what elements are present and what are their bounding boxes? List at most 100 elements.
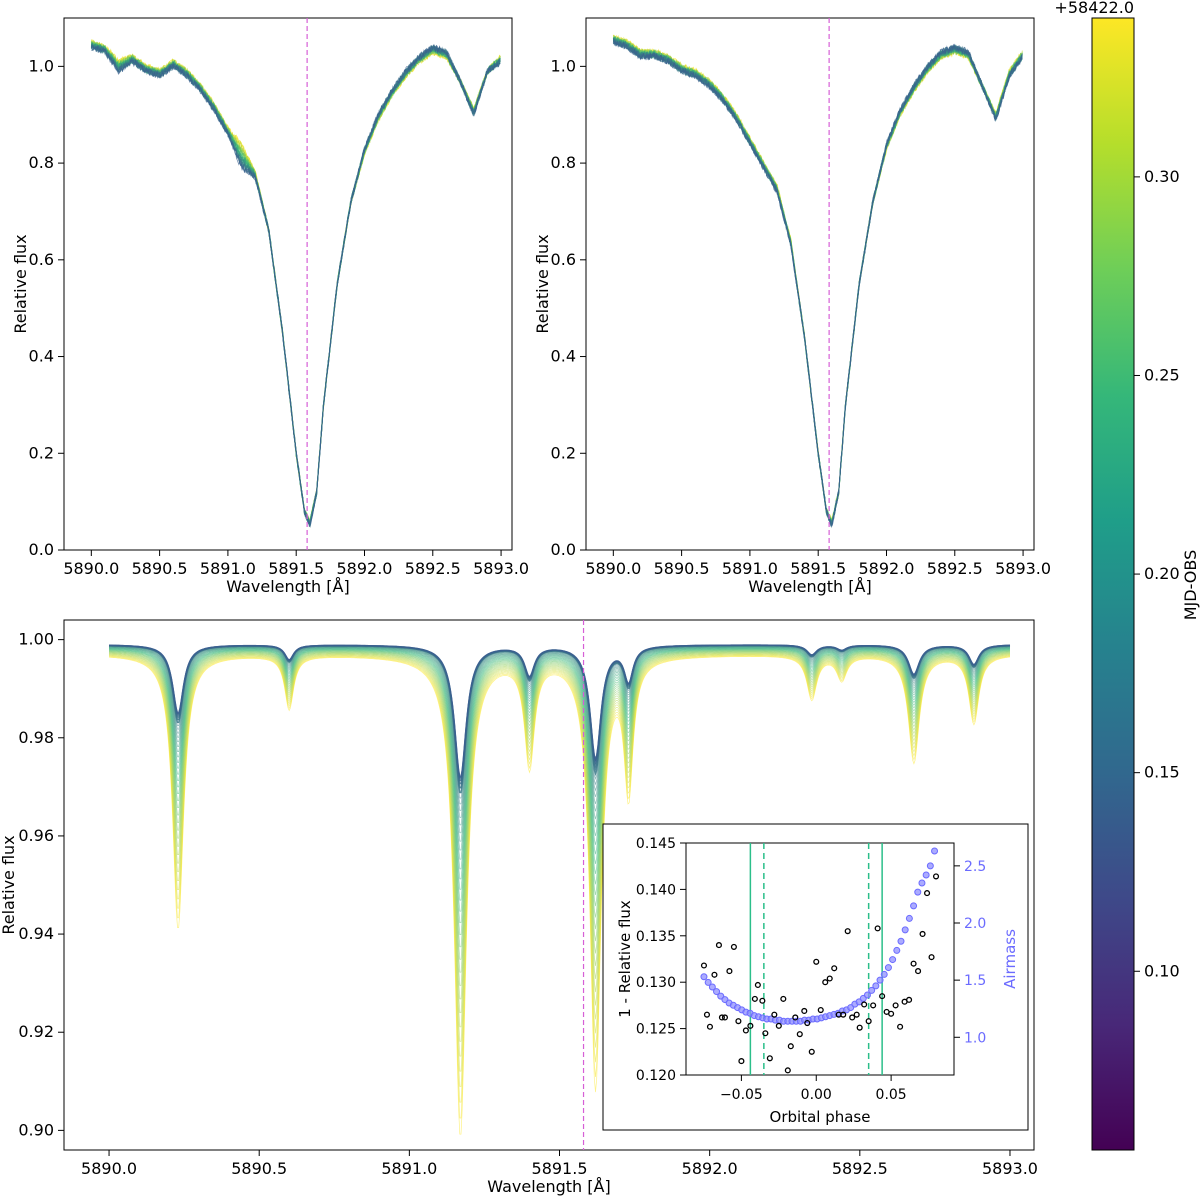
y-axis-label: Relative flux: [533, 234, 552, 333]
airmass-point: [700, 973, 708, 981]
colorbar-offset-label: +58422.0: [1054, 0, 1134, 17]
colorbar-tick-label: 0.15: [1144, 763, 1180, 782]
telluric-model-line: [109, 649, 1011, 912]
airmass-point: [897, 937, 905, 945]
flux-point: [787, 1043, 794, 1050]
airmass-point: [889, 956, 897, 964]
y-tick-label: 0.8: [29, 153, 54, 172]
telluric-model-line: [109, 644, 1010, 778]
x-tick-label: 5890.0: [585, 559, 641, 578]
flux-point: [892, 1002, 899, 1009]
y2-tick-label: 2.5: [964, 859, 986, 875]
x-tick-label: 5893.0: [982, 1159, 1038, 1178]
y-axis-label: Relative flux: [11, 234, 30, 333]
flux-point: [796, 1031, 803, 1038]
inset-x-axis-label: Orbital phase: [770, 1108, 871, 1126]
y-tick-label: 0.6: [29, 250, 54, 269]
colorbar-label: MJD-OBS: [1181, 550, 1200, 621]
x-tick-label: 5892.5: [927, 559, 983, 578]
x-tick-label: 5892.0: [682, 1159, 738, 1178]
airmass-point: [872, 982, 880, 990]
y-tick-label: 0.8: [551, 153, 576, 172]
y-tick-label: 0.145: [636, 836, 676, 852]
flux-point: [870, 1002, 877, 1009]
y-tick-label: 0.140: [636, 882, 676, 898]
flux-point: [771, 1011, 778, 1018]
telluric-model-line: [109, 650, 1011, 948]
telluric-model-line: [108, 653, 1011, 1057]
airmass-point: [931, 847, 939, 855]
telluric-model-line: [109, 650, 1011, 960]
telluric-model-line: [109, 648, 1011, 901]
telluric-model-line: [109, 652, 1011, 1014]
flux-point: [808, 1048, 815, 1055]
flux-point: [874, 925, 881, 932]
plot-frame: [585, 17, 1035, 551]
colorbar: 0.10 0.15 0.20 0.25 0.30 +58422.0 MJD-OBS: [1054, 0, 1200, 1151]
plot-frame: [63, 17, 513, 551]
flux-point: [700, 962, 708, 969]
flux-point: [861, 1001, 868, 1008]
flux-point: [718, 1014, 725, 1021]
flux-point: [932, 873, 940, 880]
y-tick-label: 0.130: [636, 975, 676, 991]
flux-point: [775, 1022, 782, 1029]
y-tick-label: 0.94: [18, 924, 54, 943]
y-tick-label: 0.135: [636, 929, 676, 945]
flux-point: [840, 1011, 847, 1018]
flux-point: [856, 1024, 863, 1031]
flux-point: [831, 965, 838, 972]
spectrum-line: [612, 39, 1023, 527]
x-tick-label: 5892.0: [858, 559, 914, 578]
airmass-point: [880, 970, 888, 978]
x-tick-label: 5891.0: [722, 559, 778, 578]
flux-point: [726, 968, 733, 975]
airmass-point: [704, 978, 712, 986]
y-tick-label: 0.92: [18, 1022, 54, 1041]
inset-y-axis-label: 1 - Relative flux: [616, 900, 634, 1018]
x-tick-label: 5890.5: [654, 559, 710, 578]
y-tick-label: 1.00: [18, 630, 54, 649]
telluric-model-line: [108, 647, 1011, 851]
x-tick-label: 5891.0: [381, 1159, 437, 1178]
airmass-point: [876, 976, 884, 984]
airmass-point: [901, 926, 909, 934]
airmass-point: [922, 871, 930, 879]
airmass-point: [868, 986, 876, 994]
x-tick-label: 0.05: [876, 1087, 907, 1103]
telluric-model-line: [108, 651, 1011, 1000]
flux-point: [801, 1007, 808, 1015]
flux-point: [888, 1010, 895, 1017]
flux-point: [804, 1019, 811, 1027]
flux-point: [919, 930, 926, 937]
flux-point: [759, 997, 766, 1004]
y-tick-label: 1.0: [551, 56, 576, 75]
flux-point: [915, 968, 922, 975]
flux-point: [735, 1018, 742, 1025]
y-tick-label: 0.0: [29, 540, 54, 559]
x-tick-label: 5891.0: [200, 559, 256, 578]
airmass-point: [926, 862, 934, 870]
flux-point: [910, 960, 917, 967]
x-tick-label: 5891.5: [790, 559, 846, 578]
telluric-model-line: [108, 651, 1011, 986]
y-tick-label: 0.90: [18, 1120, 54, 1139]
panel-inset: −0.05 0.00 0.05 0.120 0.125 0.130 0.135 0.140 0.…: [602, 823, 1029, 1131]
flux-point: [751, 995, 758, 1002]
airmass-point: [914, 888, 922, 896]
flux-point: [780, 995, 787, 1002]
y-tick-label: 0.4: [29, 347, 54, 366]
flux-point: [928, 954, 935, 961]
x-tick-label: 5890.0: [63, 559, 119, 578]
flux-point: [747, 1022, 754, 1029]
flux-point: [792, 1014, 799, 1021]
flux-point: [766, 1055, 773, 1062]
x-axis-label: Wavelength [Å]: [748, 577, 871, 596]
flux-point: [706, 1023, 714, 1030]
inset-plot-frame: [685, 842, 955, 1076]
y-axis-label: Relative flux: [0, 835, 18, 934]
y-tick-label: 0.2: [551, 443, 576, 462]
flux-point: [853, 1011, 860, 1018]
airmass-point: [713, 988, 721, 996]
